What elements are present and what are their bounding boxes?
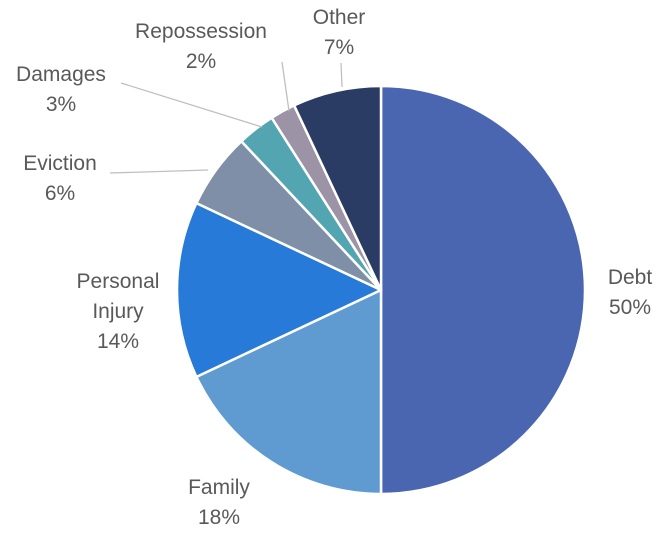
data-label-percent: 14% <box>97 330 139 353</box>
data-label-name: Repossession <box>135 20 267 43</box>
data-label-name: Other <box>313 6 366 29</box>
leader-lines-layer <box>109 61 343 174</box>
data-label-percent: 18% <box>198 506 240 529</box>
data-label-percent: 7% <box>324 36 354 59</box>
data-label-name: Debt <box>608 266 653 289</box>
data-label-name: Injury <box>92 300 144 323</box>
data-label-name: Personal <box>77 270 160 293</box>
leader-line-other <box>340 62 343 88</box>
slices-layer <box>175 84 587 496</box>
data-label-debt: Debt 50% <box>608 266 653 319</box>
data-label-other: Other 7% <box>313 6 366 59</box>
data-label-repossession: Repossession 2% <box>135 20 267 73</box>
data-label-family: Family 18% <box>188 476 250 529</box>
data-label-eviction: Eviction 6% <box>23 152 97 205</box>
data-label-name: Family <box>188 476 250 499</box>
data-label-personal-injury: Personal Injury 14% <box>77 270 160 353</box>
pie-slice-debt <box>379 84 587 496</box>
leader-line-damages <box>120 82 263 128</box>
data-label-name: Eviction <box>23 152 97 175</box>
data-label-percent: 50% <box>609 296 651 319</box>
data-label-percent: 6% <box>45 182 75 205</box>
data-label-damages: Damages 3% <box>16 63 106 116</box>
labels-layer: Debt 50% Family 18% Personal Injury 14% Evictio… <box>16 6 652 529</box>
leader-line-repossession <box>281 61 290 112</box>
pie-slice-personal-injury <box>175 201 383 379</box>
leader-line-eviction <box>109 169 209 174</box>
data-label-name: Damages <box>16 63 106 86</box>
data-label-percent: 2% <box>186 50 216 73</box>
pie-slice-family <box>195 288 383 496</box>
data-label-percent: 3% <box>46 93 76 116</box>
pie-slice-other <box>292 84 383 292</box>
